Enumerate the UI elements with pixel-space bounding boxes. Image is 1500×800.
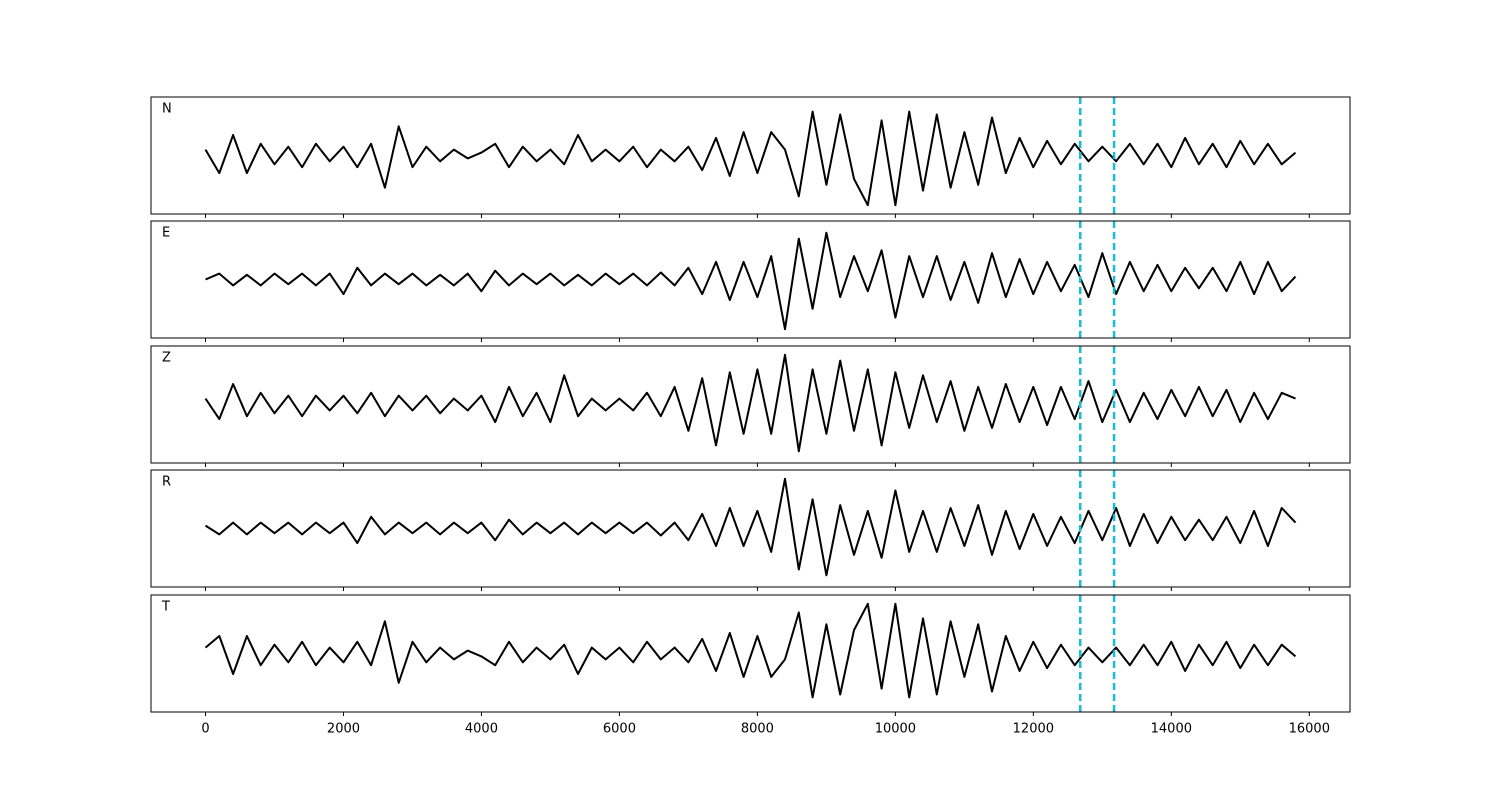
trace <box>204 602 1297 699</box>
trace <box>204 353 1296 453</box>
axes-frame <box>150 345 1351 464</box>
panel-label: R <box>162 475 171 490</box>
axes-frame <box>150 469 1351 588</box>
trace <box>205 231 1297 331</box>
x-tick-label: 10000 <box>875 722 916 737</box>
trace <box>204 110 1297 207</box>
x-tick-label: 8000 <box>741 722 774 737</box>
x-tick-label: 2000 <box>327 722 360 737</box>
panel-label: T <box>161 600 170 615</box>
axes-frame <box>150 594 1351 713</box>
axes-frame <box>150 220 1351 339</box>
trace <box>204 477 1297 577</box>
x-tick-label: 14000 <box>1151 722 1192 737</box>
x-tick-label: 16000 <box>1289 722 1330 737</box>
panel-label: N <box>162 102 172 117</box>
x-tick-label: 0 <box>201 722 209 737</box>
x-tick-label: 4000 <box>465 722 498 737</box>
x-tick-label: 12000 <box>1013 722 1054 737</box>
x-tick-label: 6000 <box>603 722 636 737</box>
axes-frame <box>150 96 1351 215</box>
panel-label: E <box>162 226 170 241</box>
panel-label: Z <box>162 351 171 366</box>
